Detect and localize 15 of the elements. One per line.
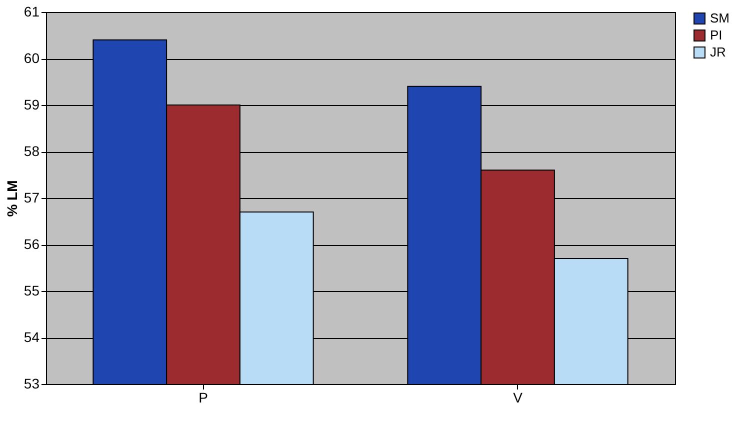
y-tick-label: 57 — [24, 190, 40, 206]
y-tick-label: 60 — [24, 50, 40, 66]
x-tick-label: V — [513, 390, 524, 406]
y-tick-label: 61 — [24, 4, 40, 20]
y-axis-title: % LM — [4, 180, 20, 217]
legend-label: SM — [710, 10, 730, 26]
y-tick-label: 59 — [24, 96, 40, 112]
y-tick-label: 55 — [24, 282, 40, 298]
x-tick-label: P — [198, 390, 208, 406]
legend-label: PI — [710, 28, 722, 42]
y-tick-label: 54 — [24, 329, 40, 345]
legend-label: JR — [710, 44, 726, 60]
y-tick-label: 56 — [24, 236, 40, 252]
y-tick-label: 53 — [24, 376, 40, 392]
y-tick-label: 58 — [24, 143, 40, 159]
